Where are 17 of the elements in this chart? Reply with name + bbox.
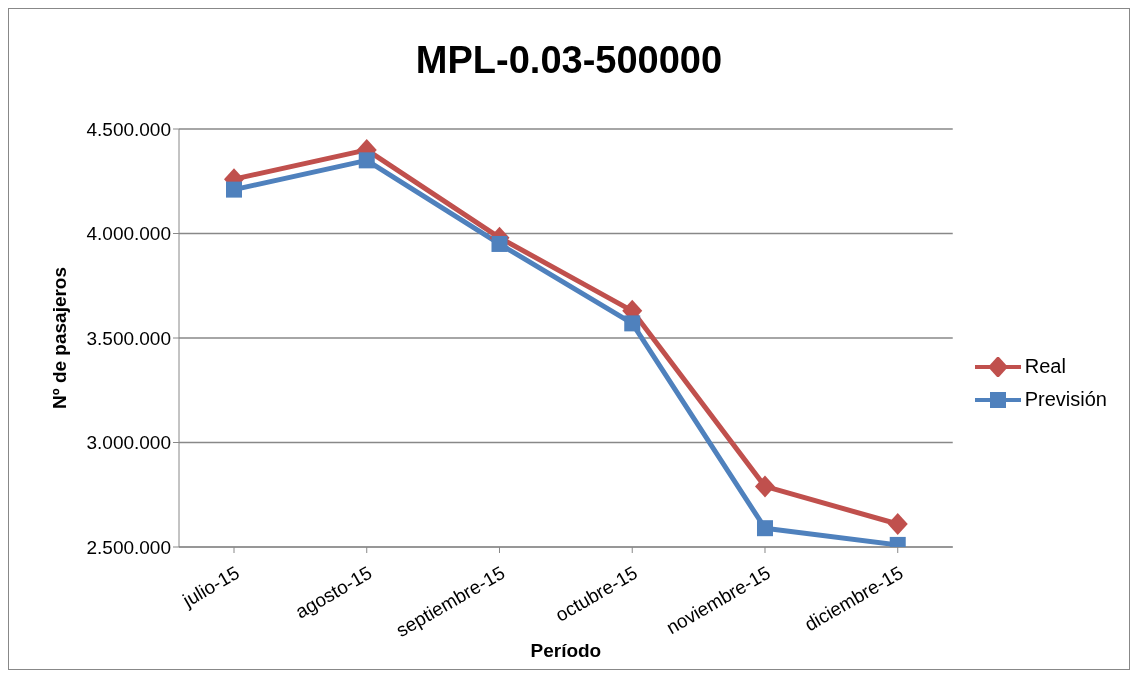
legend-label: Previsión [1024,388,1107,411]
y-tick-label: 3.500.000 [86,327,171,349]
point [491,235,508,252]
point [226,181,242,198]
y-tick-label: 4.000.000 [86,223,171,245]
legend-label: Real [1024,355,1066,378]
point [754,475,775,498]
chart-title: MPL-0.03-500000 [414,39,724,83]
point [756,520,773,537]
point [358,152,375,169]
x-axis-title: Período [530,640,602,661]
y-tick-label: 3.000.000 [86,432,171,454]
y-tick-label: 2.500.000 [86,536,171,558]
point [887,513,908,536]
y-axis-title: Nº de pasajeros [48,266,70,410]
point [624,315,641,332]
y-tick-label: 4.500.000 [86,118,171,140]
